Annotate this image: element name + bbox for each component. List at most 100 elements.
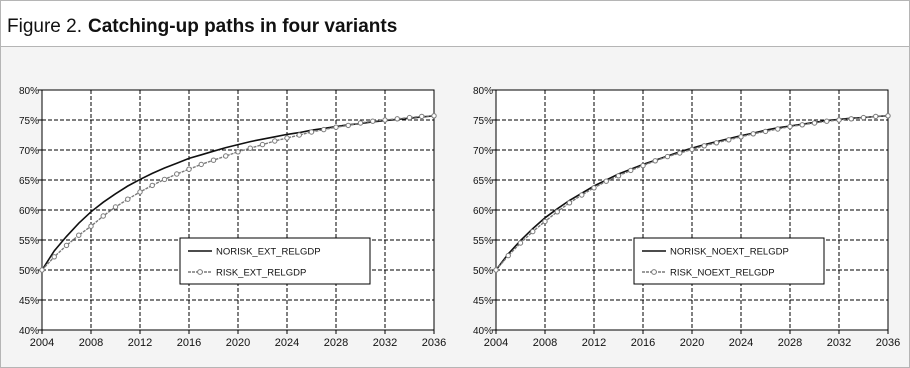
data-point <box>885 113 891 119</box>
data-point <box>149 182 155 189</box>
data-point <box>799 122 805 128</box>
data-point <box>296 132 302 138</box>
data-point <box>308 129 315 135</box>
data-point <box>677 150 683 156</box>
data-point <box>775 126 781 132</box>
legend-label: RISK_EXT_RELGDP <box>216 268 306 279</box>
data-point <box>530 228 536 235</box>
x-tick-label: 2024 <box>729 337 753 349</box>
y-tick-label: 70% <box>473 146 493 157</box>
y-tick-label: 55% <box>473 236 493 247</box>
x-tick-label: 2004 <box>30 337 54 349</box>
data-point <box>394 116 400 122</box>
legend-box <box>179 237 371 285</box>
data-point <box>787 123 793 130</box>
data-point <box>713 140 720 146</box>
y-tick-label: 50% <box>473 266 493 277</box>
x-tick-label: 2028 <box>778 337 802 349</box>
figure-heading: Catching-up paths in four variants <box>87 16 398 37</box>
x-tick-label: 2012 <box>128 337 152 349</box>
data-point <box>186 166 192 172</box>
data-point <box>174 171 180 177</box>
legend-label: NORISK_NOEXT_RELGDP <box>670 247 789 258</box>
y-tick-label: 40% <box>473 326 493 337</box>
data-point <box>505 252 511 259</box>
data-point <box>406 114 413 121</box>
x-tick-label: 2028 <box>324 337 348 349</box>
data-point <box>860 114 867 121</box>
x-tick-label: 2012 <box>582 337 606 349</box>
figure-title: Figure 2. Catching-up paths in four varia… <box>7 16 397 38</box>
data-point <box>333 124 339 130</box>
data-point <box>873 113 879 120</box>
legend-marker <box>651 269 657 275</box>
x-tick-label: 2016 <box>177 337 201 349</box>
data-point <box>370 118 376 124</box>
x-tick-label: 2008 <box>79 337 103 349</box>
data-point <box>517 240 524 246</box>
data-point <box>382 117 388 123</box>
y-tick-label: 65% <box>473 176 493 187</box>
data-point <box>701 143 707 149</box>
data-point <box>836 117 842 123</box>
data-point <box>272 138 278 144</box>
data-point <box>210 157 217 163</box>
data-point <box>493 267 499 273</box>
data-point <box>247 145 253 151</box>
data-point <box>284 135 290 141</box>
y-tick-label: 65% <box>19 176 39 187</box>
x-tick-label: 2036 <box>876 337 900 349</box>
data-point <box>603 178 609 184</box>
x-tick-label: 2004 <box>484 337 508 349</box>
data-point <box>652 158 658 164</box>
y-tick-label: 70% <box>19 146 39 157</box>
data-point <box>738 134 744 140</box>
y-tick-label: 50% <box>19 266 39 277</box>
x-tick-label: 2036 <box>422 337 446 349</box>
data-point <box>689 146 695 153</box>
data-point <box>824 118 830 124</box>
y-tick-label: 75% <box>473 116 493 127</box>
data-point <box>848 116 854 122</box>
data-point <box>259 141 266 148</box>
x-tick-label: 2032 <box>373 337 397 349</box>
y-tick-label: 45% <box>19 296 39 307</box>
data-point <box>63 242 70 249</box>
data-point <box>321 126 327 133</box>
y-tick-label: 80% <box>473 86 493 97</box>
data-point <box>161 176 168 183</box>
data-point <box>419 113 425 120</box>
data-point <box>762 128 769 135</box>
y-tick-label: 60% <box>19 206 39 217</box>
x-tick-label: 2016 <box>631 337 655 349</box>
y-tick-label: 45% <box>473 296 493 307</box>
data-point <box>566 200 573 206</box>
legend-marker <box>197 269 203 275</box>
data-point <box>750 131 756 137</box>
data-point <box>357 120 364 126</box>
data-point <box>39 267 45 273</box>
legend-box <box>633 237 825 285</box>
data-point <box>542 218 548 225</box>
y-tick-label: 80% <box>19 86 39 97</box>
data-point <box>198 161 204 168</box>
legend-label: NORISK_EXT_RELGDP <box>216 247 321 258</box>
data-point <box>726 137 732 143</box>
data-point <box>137 189 143 195</box>
data-point <box>235 149 241 155</box>
y-tick-label: 75% <box>19 116 39 127</box>
data-point <box>640 162 646 169</box>
x-tick-label: 2008 <box>533 337 557 349</box>
chart-left: 2004 2008 2012 2016 2020 2024 2028 2032 2036 40% 4… <box>19 86 446 349</box>
data-point <box>431 113 437 119</box>
legend-label: RISK_NOEXT_RELGDP <box>670 268 775 279</box>
x-tick-label: 2024 <box>275 337 299 349</box>
data-point <box>345 122 351 129</box>
x-tick-label: 2020 <box>226 337 250 349</box>
data-point <box>554 209 560 215</box>
y-tick-label: 60% <box>473 206 493 217</box>
data-point <box>811 120 818 126</box>
data-point <box>615 173 622 179</box>
y-tick-label: 55% <box>19 236 39 247</box>
figure-title-bar: Figure 2. Catching-up paths in four varia… <box>1 1 909 47</box>
